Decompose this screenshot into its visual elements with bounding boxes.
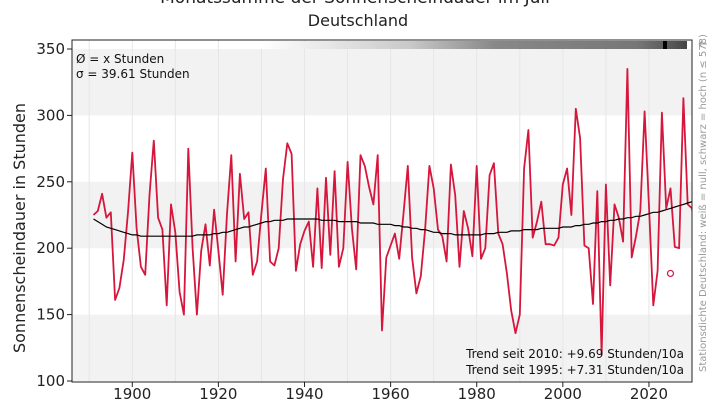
y-tick-label: 350: [36, 40, 65, 58]
y-tick-label: 100: [36, 372, 65, 390]
x-tick-label: 1900: [113, 385, 151, 403]
y-tick-label: 300: [36, 106, 65, 124]
mean-annotation: Ø = x Stunden: [76, 52, 164, 66]
plot-area: [92, 68, 692, 356]
arrow-icon: [698, 40, 707, 48]
x-tick-label: 1960: [372, 385, 410, 403]
x-tick-label: 2000: [544, 385, 582, 403]
data-point-marker: [666, 269, 675, 278]
x-tick-label: 1980: [458, 385, 496, 403]
chart-title: Monatssumme der Sonnenscheindauer im Jul…: [160, 0, 550, 8]
grid-band-2: [72, 49, 692, 116]
station-density-label: Stationsdichte Deutschland: weiß = null,…: [698, 34, 709, 372]
x-axis: 1900 1920 1940 1960 1980 2000 2020: [113, 382, 668, 403]
y-tick-label: 200: [36, 239, 65, 257]
plot-frame: [71, 39, 693, 383]
chart-subtitle: Deutschland: [308, 11, 408, 30]
x-tick-label: 1940: [285, 385, 323, 403]
series-line-annual: [92, 68, 692, 356]
trend-annotation-2010: Trend seit 2010: +9.69 Stunden/10a: [465, 347, 684, 361]
trend-annotation-1995: Trend seit 1995: +7.31 Stunden/10a: [465, 363, 684, 377]
y-tick-label: 250: [36, 173, 65, 191]
series-line-smoothed: [93, 201, 692, 237]
y-axis-label: Sonnenscheindauer in Stunden: [10, 103, 29, 353]
station-density-bar: [260, 41, 687, 49]
y-tick-label: 150: [36, 306, 65, 324]
x-tick-label: 1920: [199, 385, 237, 403]
sigma-annotation: σ = 39.61 Stunden: [76, 67, 190, 81]
x-tick-label: 2020: [630, 385, 668, 403]
y-axis: 100 150 200 250 300 350: [36, 40, 72, 390]
